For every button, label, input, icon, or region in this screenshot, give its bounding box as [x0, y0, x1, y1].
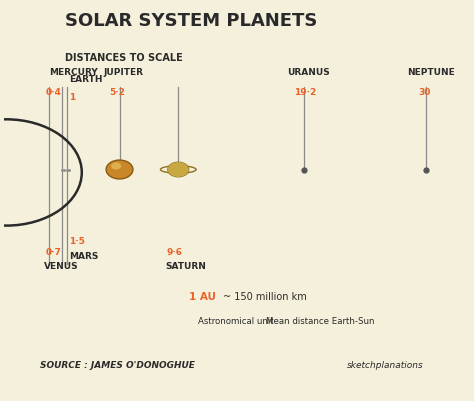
- Text: VENUS: VENUS: [45, 261, 79, 271]
- Circle shape: [168, 162, 189, 177]
- Text: SATURN: SATURN: [166, 261, 207, 271]
- Text: 19·2: 19·2: [293, 88, 316, 97]
- Text: 1 AU: 1 AU: [189, 292, 216, 302]
- Text: SOURCE : JAMES O'DONOGHUE: SOURCE : JAMES O'DONOGHUE: [40, 361, 195, 371]
- Text: SOLAR SYSTEM PLANETS: SOLAR SYSTEM PLANETS: [65, 12, 317, 30]
- Text: 5·2: 5·2: [109, 88, 125, 97]
- Text: JUPITER: JUPITER: [104, 67, 144, 77]
- Text: NEPTUNE: NEPTUNE: [407, 67, 455, 77]
- Text: 1·5: 1·5: [69, 237, 85, 246]
- Text: ~ 150 million km: ~ 150 million km: [223, 292, 307, 302]
- Text: DISTANCES TO SCALE: DISTANCES TO SCALE: [65, 53, 182, 63]
- Text: URANUS: URANUS: [287, 67, 330, 77]
- Text: sketchplanations: sketchplanations: [347, 361, 424, 371]
- Text: 9·6: 9·6: [166, 248, 182, 257]
- Text: Astronomical unit: Astronomical unit: [198, 317, 273, 326]
- Circle shape: [111, 162, 121, 170]
- Circle shape: [168, 162, 189, 177]
- Text: 1: 1: [69, 93, 75, 102]
- Text: 0·7: 0·7: [46, 248, 62, 257]
- Text: MERCURY: MERCURY: [49, 67, 98, 77]
- Text: 30: 30: [418, 88, 430, 97]
- Circle shape: [106, 160, 133, 179]
- Text: Mean distance Earth-Sun: Mean distance Earth-Sun: [266, 317, 375, 326]
- Text: 0·4: 0·4: [46, 88, 62, 97]
- Text: EARTH: EARTH: [69, 75, 102, 84]
- Text: MARS: MARS: [69, 251, 98, 261]
